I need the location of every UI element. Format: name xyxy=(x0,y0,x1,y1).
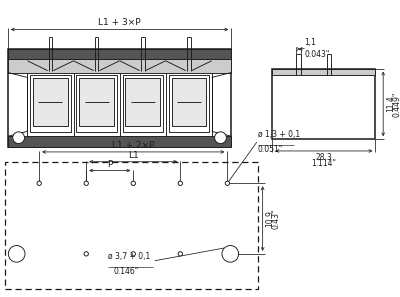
Text: 28,3: 28,3 xyxy=(316,153,332,162)
Bar xyxy=(272,69,375,75)
Bar xyxy=(33,78,68,127)
Circle shape xyxy=(222,246,239,262)
Text: L1 + 3×P: L1 + 3×P xyxy=(98,18,141,27)
Text: ø 1,3 + 0,1: ø 1,3 + 0,1 xyxy=(258,130,300,139)
Circle shape xyxy=(131,181,136,185)
Text: 0.43": 0.43" xyxy=(272,208,280,229)
Text: 0.449": 0.449" xyxy=(392,91,400,117)
Text: 10.9: 10.9 xyxy=(266,210,274,227)
Text: L1: L1 xyxy=(128,151,139,160)
Text: 11.4: 11.4 xyxy=(386,96,395,112)
Bar xyxy=(172,78,206,127)
Circle shape xyxy=(84,252,88,256)
Text: 1.114": 1.114" xyxy=(311,159,336,168)
Text: 1,1: 1,1 xyxy=(304,38,316,47)
Bar xyxy=(8,49,231,59)
Bar xyxy=(126,78,160,127)
Bar xyxy=(30,75,70,132)
Bar xyxy=(76,75,117,132)
Circle shape xyxy=(37,181,41,185)
Text: L1 + 2×P: L1 + 2×P xyxy=(112,141,154,150)
Bar xyxy=(79,78,114,127)
Text: 0.146": 0.146" xyxy=(114,267,139,276)
Bar xyxy=(168,75,209,132)
Text: ø 3,7 + 0,1: ø 3,7 + 0,1 xyxy=(108,252,150,261)
Circle shape xyxy=(178,181,182,185)
Bar xyxy=(8,49,231,147)
Circle shape xyxy=(178,252,182,256)
Bar xyxy=(122,75,163,132)
Circle shape xyxy=(131,252,136,256)
Circle shape xyxy=(84,181,88,185)
Circle shape xyxy=(225,252,230,256)
Circle shape xyxy=(225,181,230,185)
Bar xyxy=(8,136,231,147)
Text: P: P xyxy=(107,159,112,169)
Bar xyxy=(5,162,258,289)
Circle shape xyxy=(8,246,25,262)
Bar xyxy=(272,69,375,139)
Circle shape xyxy=(215,132,226,144)
Text: 0.051": 0.051" xyxy=(258,145,283,154)
Text: 0.043": 0.043" xyxy=(304,50,330,59)
Circle shape xyxy=(13,132,24,144)
Bar xyxy=(8,59,231,72)
